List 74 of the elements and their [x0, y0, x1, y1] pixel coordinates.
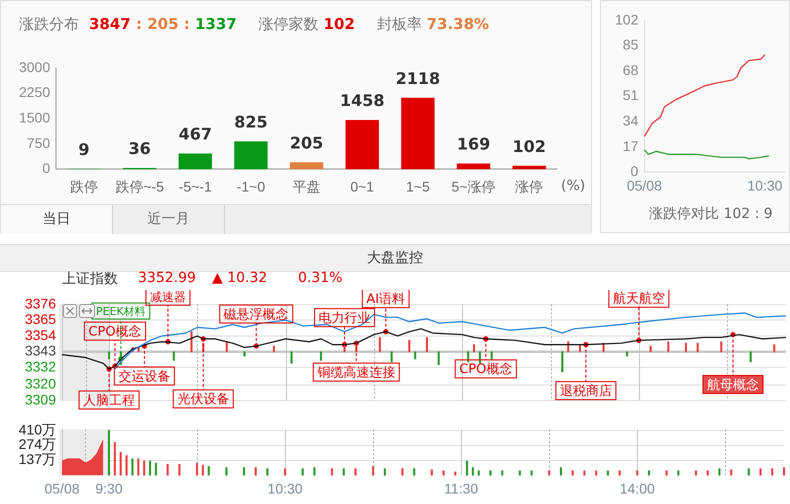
- annotation: PEEK材料: [96, 304, 146, 318]
- y-tick-label: 51: [622, 87, 639, 104]
- chart-title: 大盘监控: [367, 250, 423, 266]
- x-tick-label: 14:00: [620, 480, 655, 496]
- text: 0.31%: [298, 270, 342, 286]
- y-tick-label: 68: [622, 62, 639, 78]
- data-label: 825: [234, 112, 268, 132]
- annotation: 人脑工程: [83, 393, 136, 408]
- annotation: 光伏设备: [177, 392, 230, 408]
- text: 封板率 73.38%: [376, 15, 490, 33]
- x-tick-label: 10:30: [747, 177, 783, 194]
- text: ▲ 10.32: [212, 270, 268, 286]
- annotation: 电力行业: [318, 310, 371, 326]
- data-label: 102: [512, 136, 546, 156]
- x-tick-label: 涨停: [515, 178, 544, 194]
- y-tick-label: 85: [622, 36, 639, 53]
- y-tick-label: 17: [622, 138, 639, 154]
- y-tick-label: 1500: [18, 109, 50, 126]
- y-tick-label: 0: [42, 160, 50, 176]
- text: 近一月: [113, 205, 225, 234]
- x-tick-label: 0~1: [350, 178, 374, 194]
- text: 涨跌停对比 102 : 9: [649, 205, 773, 223]
- y-tick-label: 2250: [18, 84, 50, 100]
- annotation: 航母概念: [707, 378, 760, 393]
- y-tick-label: 274万: [18, 436, 56, 452]
- x-tick-label: 9:30: [95, 480, 123, 496]
- data-label: 205: [290, 133, 324, 152]
- text: 上证指数: [62, 270, 118, 288]
- x-tick-label: 跌停~-5: [115, 178, 164, 194]
- y-tick-label: 3343: [24, 342, 56, 359]
- y-tick-label: 137万: [18, 451, 56, 468]
- annotation: CPO概念: [88, 324, 142, 340]
- y-tick-label: 3000: [18, 58, 50, 75]
- text: 3352.99: [138, 270, 196, 286]
- data-label: 467: [178, 124, 212, 144]
- y-tick-label: 3365: [24, 311, 56, 328]
- annotation: 减速器: [150, 290, 186, 304]
- x-tick-label: 5~涨停: [452, 178, 496, 194]
- text: 涨停家数 102: [258, 15, 355, 33]
- y-tick-label: 3332: [24, 358, 56, 374]
- x-tick-label: 平盘: [292, 178, 321, 194]
- y-tick-label: 34: [622, 112, 639, 128]
- x-tick-label: -5~-1: [178, 178, 212, 194]
- chart-title: 涨跌分布: [19, 15, 79, 33]
- annotation: CPO概念: [459, 362, 512, 378]
- y-tick-label: 102: [615, 11, 639, 28]
- annotation: AI语料: [366, 292, 406, 308]
- annotation: 磁悬浮概念: [222, 307, 289, 322]
- y-tick-label: 410万: [18, 421, 56, 438]
- y-tick-label: 0: [630, 163, 639, 180]
- text: 当日: [1, 205, 113, 234]
- annotation: 铜缆高速连接: [316, 364, 396, 381]
- annotation: 航天航空: [612, 292, 665, 307]
- x-axis-title: (%): [561, 178, 586, 194]
- text: 3847 : 205 : 1337: [89, 15, 237, 33]
- x-tick-label: 1~5: [406, 178, 430, 194]
- annotation: 退税商店: [560, 382, 612, 399]
- y-tick-label: 3376: [24, 295, 56, 312]
- data-label: 169: [456, 134, 490, 154]
- x-tick-label: -1~0: [236, 178, 266, 194]
- data-label: 36: [128, 139, 151, 158]
- x-tick-label: 跌停: [70, 178, 98, 194]
- x-tick-label: 11:30: [444, 480, 478, 496]
- x-tick-label: 10:30: [268, 480, 303, 496]
- y-tick-label: 3320: [24, 376, 56, 392]
- annotation: 交运设备: [118, 368, 170, 384]
- data-label: 9: [78, 140, 90, 160]
- data-label: 2118: [396, 68, 440, 88]
- data-label: 1458: [340, 91, 384, 110]
- x-tick-label: 05/08: [626, 177, 662, 194]
- x-tick-label: 05/08: [44, 480, 80, 496]
- y-tick-label: 3354: [24, 326, 56, 343]
- y-tick-label: 750: [26, 134, 50, 151]
- y-tick-label: 3309: [24, 391, 56, 408]
